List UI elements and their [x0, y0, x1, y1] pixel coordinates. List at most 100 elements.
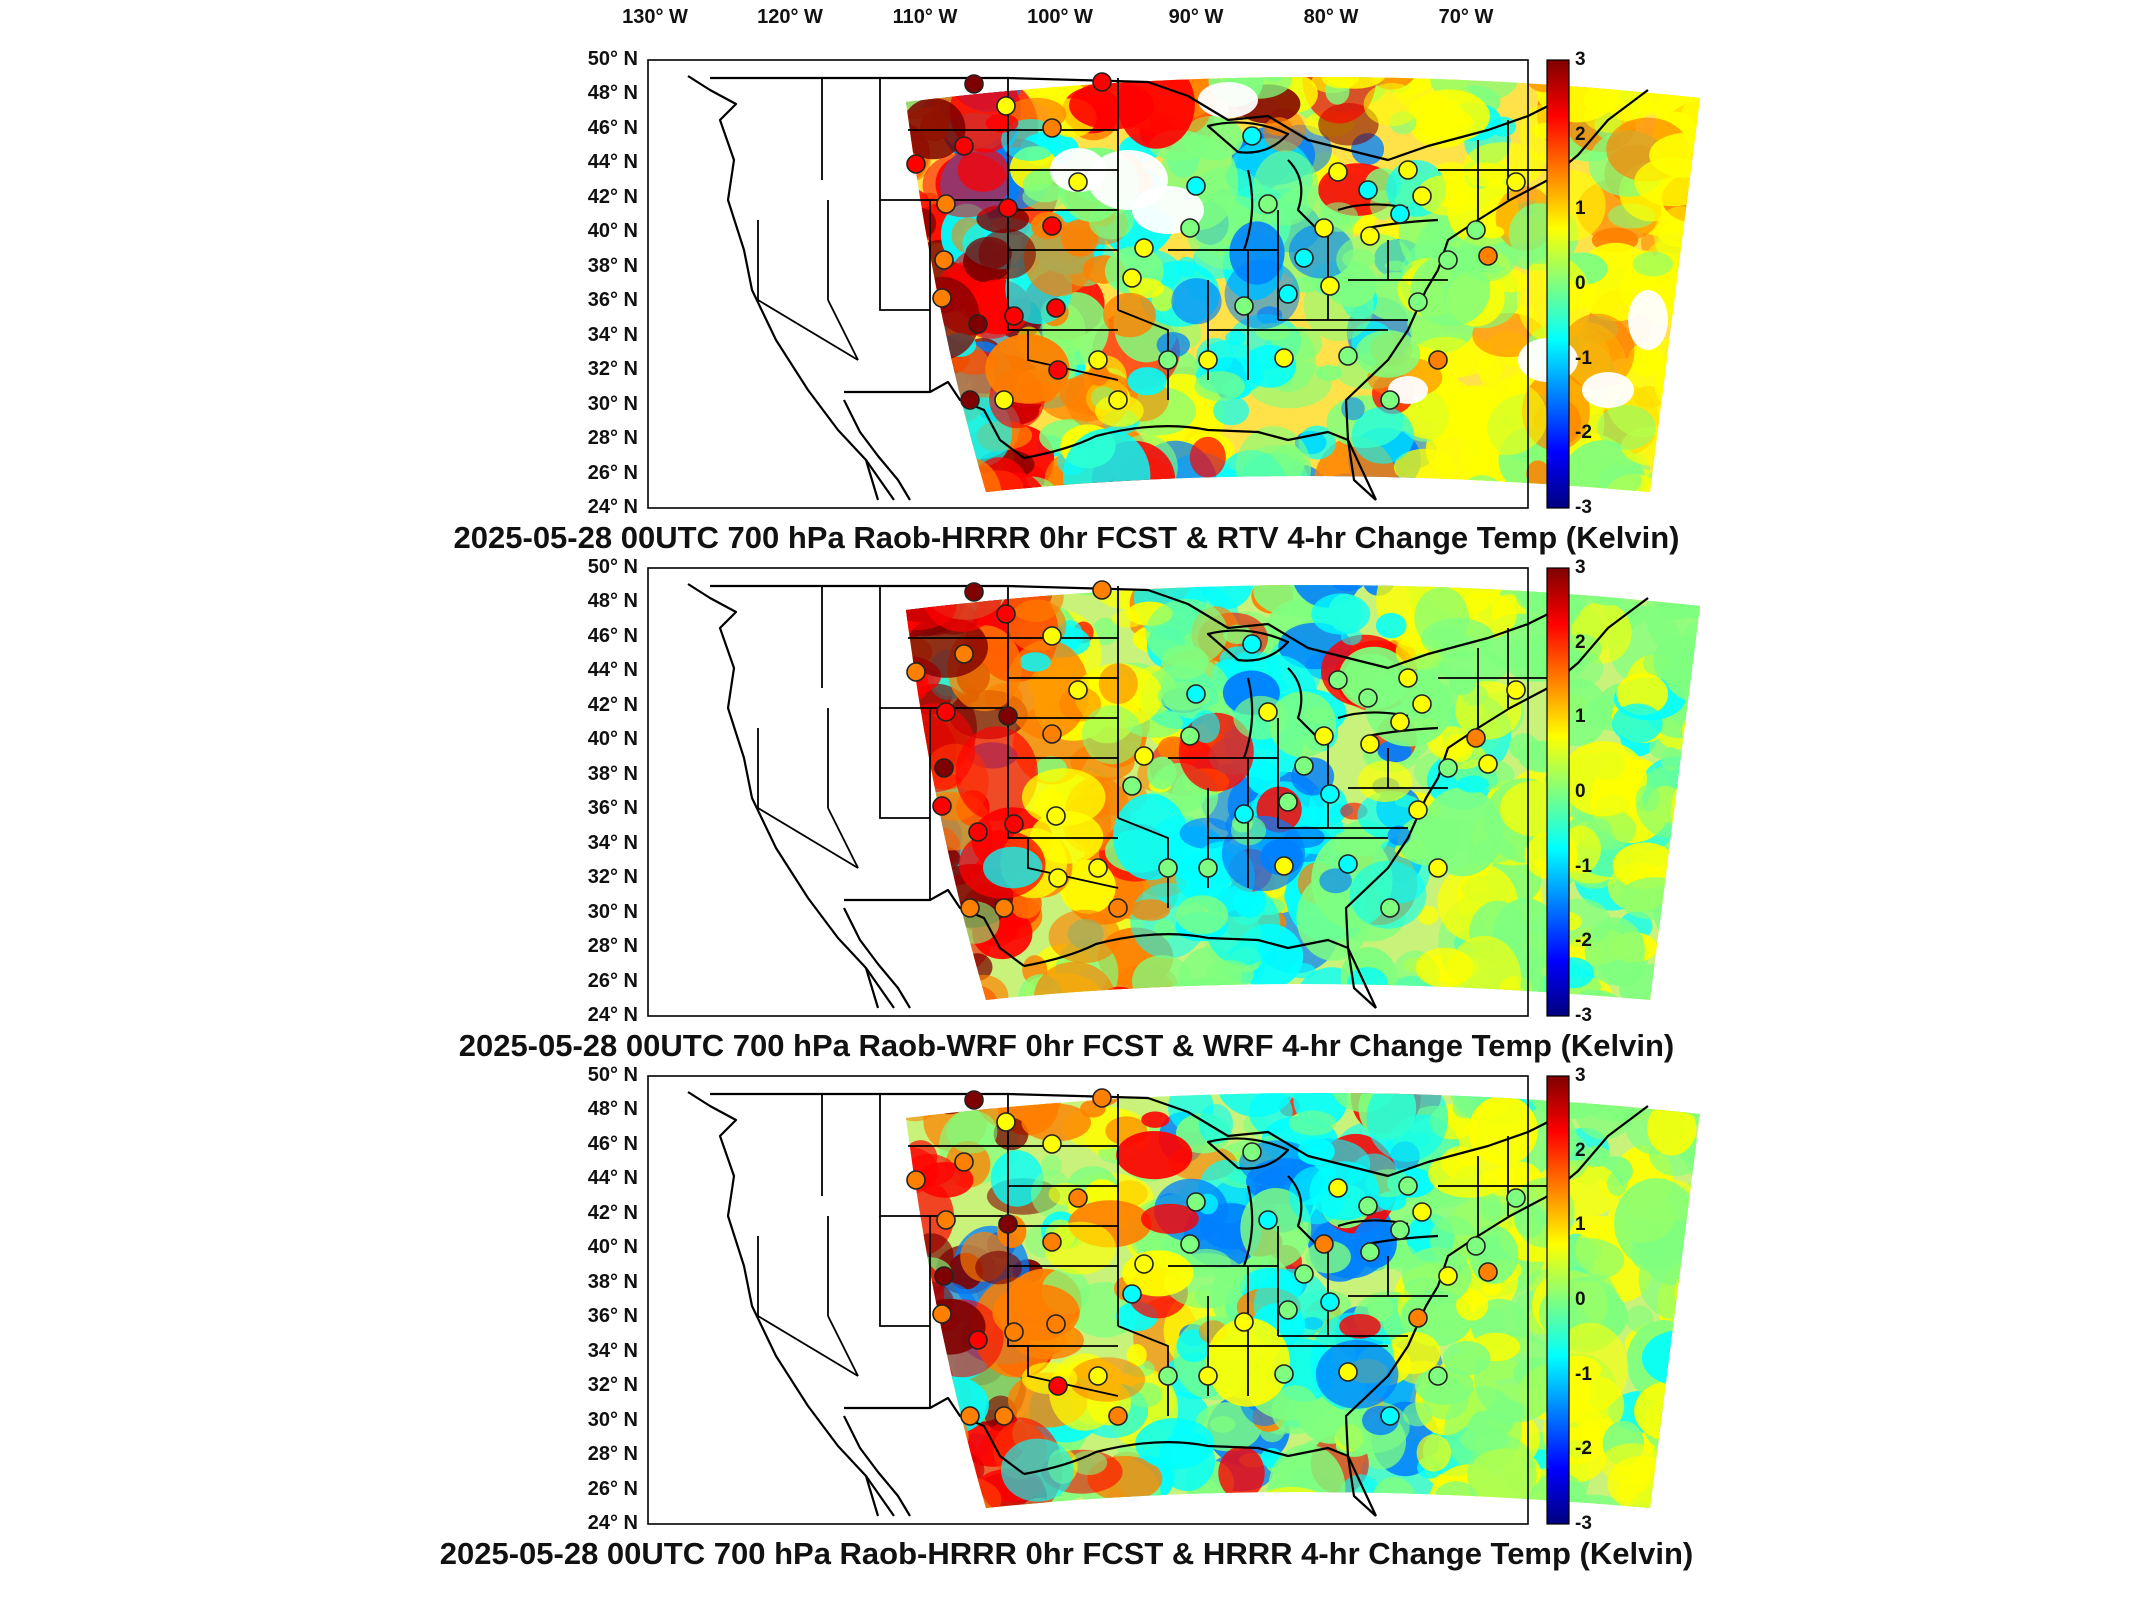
raob-station-marker — [1278, 792, 1298, 812]
lat-label: 48° N — [587, 1098, 638, 1121]
raob-station-marker — [996, 604, 1016, 624]
raob-station-marker — [1380, 898, 1400, 918]
raob-station-marker — [1258, 702, 1278, 722]
raob-station-marker — [1234, 804, 1254, 824]
colorbar-tick-label: -2 — [1575, 930, 1592, 952]
colorbar-scale — [1546, 567, 1570, 1017]
raob-station-marker — [998, 706, 1018, 726]
raob-station-marker — [1198, 1366, 1218, 1386]
raob-station-marker — [1004, 814, 1024, 834]
raob-station-marker — [1092, 580, 1112, 600]
raob-station-marker — [1314, 218, 1334, 238]
colorbar-tick-label: 0 — [1575, 273, 1586, 294]
colorbar-tick-label: -3 — [1575, 1513, 1592, 1534]
raob-station-marker — [1004, 306, 1024, 326]
panel-1-title: 2025-05-28 00UTC 700 hPa Raob-HRRR 0hr F… — [453, 520, 1680, 555]
raob-station-marker — [906, 1170, 926, 1190]
raob-station-marker — [1258, 1210, 1278, 1230]
map-frame — [647, 567, 1529, 1017]
raob-station-marker — [1122, 1284, 1142, 1304]
lat-label: 38° N — [587, 254, 638, 277]
raob-station-marker — [1180, 1234, 1200, 1254]
lat-label: 36° N — [587, 797, 638, 820]
colorbar-tick-label: 3 — [1575, 49, 1586, 70]
raob-station-marker — [1314, 1234, 1334, 1254]
raob-station-marker — [1408, 1308, 1428, 1328]
raob-station-marker — [906, 662, 926, 682]
raob-station-marker — [1108, 898, 1128, 918]
colorbar-tick-label: 0 — [1575, 1289, 1586, 1310]
raob-station-marker — [1338, 854, 1358, 874]
raob-station-marker — [1408, 800, 1428, 820]
map-panel-3-figure — [647, 1075, 1700, 1525]
raob-station-marker — [954, 1152, 974, 1172]
raob-station-marker — [932, 796, 952, 816]
raob-station-marker — [998, 198, 1018, 218]
lat-label: 40° N — [587, 1236, 638, 1259]
colorbar-tick-label: -1 — [1575, 347, 1592, 369]
raob-station-marker — [1478, 754, 1498, 774]
raob-station-marker — [1088, 858, 1108, 878]
colorbar-tick-label: 2 — [1575, 631, 1586, 653]
colorbar-scale — [1546, 59, 1570, 509]
lat-label: 32° N — [587, 358, 638, 381]
raob-station-marker — [1380, 1406, 1400, 1426]
raob-station-marker — [1180, 218, 1200, 238]
raob-station-marker — [1242, 1142, 1262, 1162]
raob-station-marker — [1134, 1254, 1154, 1274]
raob-station-marker — [1042, 724, 1062, 744]
raob-station-marker — [1390, 1220, 1410, 1240]
station-markers — [906, 1088, 1526, 1426]
raob-station-marker — [1466, 728, 1486, 748]
raob-station-marker — [1412, 694, 1432, 714]
raob-station-marker — [1158, 858, 1178, 878]
raob-station-marker — [1380, 390, 1400, 410]
raob-station-marker — [1398, 1176, 1418, 1196]
raob-station-marker — [994, 390, 1014, 410]
lon-label-130w: 130° W — [622, 6, 688, 28]
raob-station-marker — [1042, 1232, 1062, 1252]
raob-station-marker — [1294, 248, 1314, 268]
map-panel-1-figure — [647, 59, 1700, 509]
raob-station-marker — [1004, 1322, 1024, 1342]
raob-station-marker — [1320, 1292, 1340, 1312]
lat-label: 42° N — [587, 1201, 638, 1224]
raob-station-marker — [934, 758, 954, 778]
lat-label: 30° N — [587, 1408, 638, 1431]
lat-label: 50° N — [587, 556, 638, 578]
raob-station-marker — [1328, 1178, 1348, 1198]
raob-station-marker — [1478, 246, 1498, 266]
colorbar — [1546, 59, 1570, 509]
raob-station-marker — [1242, 126, 1262, 146]
raob-station-marker — [1360, 226, 1380, 246]
raob-station-marker — [1506, 1188, 1526, 1208]
lat-label: 34° N — [587, 831, 638, 854]
raob-station-marker — [1122, 268, 1142, 288]
raob-station-marker — [1398, 668, 1418, 688]
colorbar-tick-label: -3 — [1575, 1005, 1592, 1026]
raob-station-marker — [1294, 1264, 1314, 1284]
raob-station-marker — [1274, 348, 1294, 368]
colorbar-tick-label: 3 — [1575, 1065, 1586, 1086]
lat-label: 44° N — [587, 659, 638, 682]
raob-station-marker — [1412, 1202, 1432, 1222]
raob-station-marker — [1042, 216, 1062, 236]
raob-station-marker — [1186, 684, 1206, 704]
colorbar-tick-label: 2 — [1575, 1139, 1586, 1161]
raob-station-marker — [1092, 1088, 1112, 1108]
lat-label: 34° N — [587, 323, 638, 346]
colorbar-tick-label: -2 — [1575, 1438, 1592, 1460]
raob-station-marker — [964, 582, 984, 602]
raob-station-marker — [1274, 856, 1294, 876]
raob-station-marker — [1428, 1366, 1448, 1386]
raob-station-marker — [1042, 118, 1062, 138]
lat-label: 24° N — [587, 1512, 638, 1534]
lat-label: 38° N — [587, 1270, 638, 1293]
raob-station-marker — [1314, 726, 1334, 746]
lat-label: 50° N — [587, 48, 638, 70]
colorbar-tick-label: -1 — [1575, 855, 1592, 877]
map-panel-3: 2025-05-28 00UTC 700 hPa Raob-HRRR 0hr F… — [0, 1064, 2133, 1574]
raob-station-marker — [1092, 72, 1112, 92]
raob-station-marker — [1278, 284, 1298, 304]
raob-station-marker — [1258, 194, 1278, 214]
